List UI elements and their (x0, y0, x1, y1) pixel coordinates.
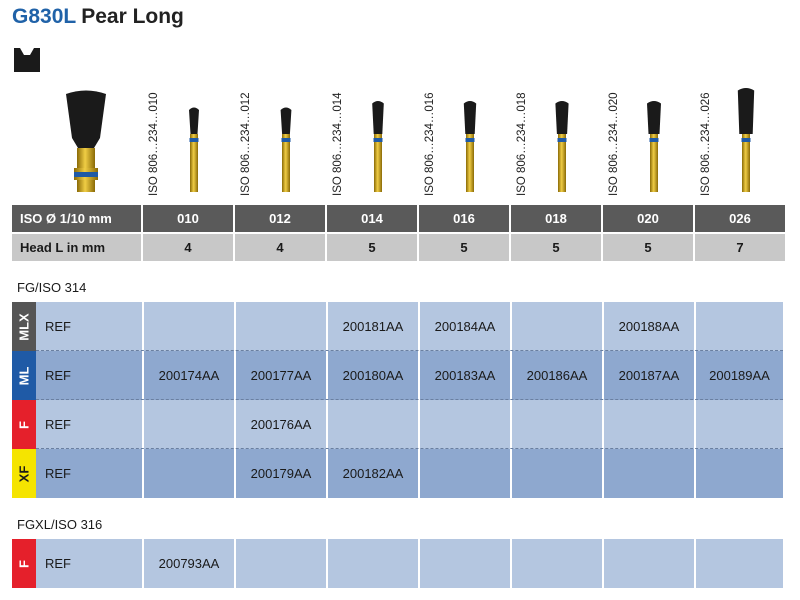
article-number-cell (694, 400, 783, 449)
article-number-cell (418, 400, 510, 449)
head-length-row: Head L in mm 4 4 5 5 5 5 7 (12, 233, 785, 261)
bur-diagram-icon (463, 101, 477, 192)
iso-value: 014 (325, 205, 418, 234)
article-number-cell: 200176AA (234, 400, 326, 449)
article-number-cell (510, 449, 602, 498)
head-value: 4 (233, 233, 326, 261)
ref-row: REF 200176AA (36, 400, 783, 449)
article-number-cell: 200183AA (418, 351, 510, 400)
iso-code-label: ISO 806…234…018 (516, 92, 528, 196)
article-number-cell: 200182AA (326, 449, 418, 498)
article-number-cell: 200188AA (602, 302, 694, 351)
article-number-cell (142, 302, 234, 351)
iso-value: 026 (693, 205, 785, 234)
article-number-cell (510, 302, 602, 351)
bur-diagram-icon (737, 88, 755, 192)
article-number-cell (602, 449, 694, 498)
row-divider (36, 399, 783, 400)
article-number-cell (418, 539, 510, 588)
head-value: 5 (325, 233, 418, 261)
article-number-cell: 200189AA (694, 351, 783, 400)
iso-code-label: ISO 806…234…012 (240, 92, 252, 196)
ref-label: REF (36, 539, 142, 588)
iso-code-label: ISO 806…234…010 (148, 92, 160, 196)
ref-label: REF (36, 400, 142, 449)
diamond-bur-icon (66, 90, 106, 192)
dimensions-table: ISO Ø 1/10 mm 010 012 014 016 018 020 02… (12, 205, 785, 261)
section-title: FG/ISO 314 (17, 280, 87, 295)
article-number-cell: 200181AA (326, 302, 418, 351)
iso-diameter-row: ISO Ø 1/10 mm 010 012 014 016 018 020 02… (12, 205, 785, 234)
grade-label: F (16, 420, 32, 429)
article-number-cell: 200186AA (510, 351, 602, 400)
grade-label: MLX (16, 312, 32, 341)
ref-label: REF (36, 449, 142, 498)
article-number-cell (694, 539, 783, 588)
bur-diagram-icon (280, 107, 292, 192)
ref-row: REF 200793AA (36, 539, 783, 588)
head-value: 7 (693, 233, 785, 261)
head-length-label: Head L in mm (12, 233, 142, 261)
grade-tab: MLX (12, 302, 36, 351)
article-number-cell (418, 449, 510, 498)
article-number-cell: 200180AA (326, 351, 418, 400)
article-number-cell (510, 400, 602, 449)
article-number-cell (142, 400, 234, 449)
bur-diagram-icon (647, 101, 661, 192)
head-value: 4 (141, 233, 234, 261)
article-number-cell (326, 539, 418, 588)
iso-value: 018 (509, 205, 602, 234)
iso-code-label: ISO 806…234…020 (608, 92, 620, 196)
iso-value: 020 (601, 205, 694, 234)
grade-tab: XF (12, 449, 36, 498)
article-number-cell (694, 302, 783, 351)
section-title: FGXL/ISO 316 (17, 517, 103, 532)
ref-row: REF 200179AA 200182AA (36, 449, 783, 498)
grade-tab: F (12, 539, 36, 588)
product-code: G830L (12, 5, 77, 28)
ref-row: REF 200174AA 200177AA 200180AA 200183AA 20018… (36, 351, 783, 400)
head-value: 5 (509, 233, 602, 261)
article-number-cell (234, 302, 326, 351)
iso-code-label: ISO 806…234…014 (332, 92, 344, 196)
article-number-cell: 200187AA (602, 351, 694, 400)
bur-diagram-icon (372, 101, 384, 192)
ref-label: REF (36, 351, 142, 400)
head-value: 5 (601, 233, 694, 261)
article-number-cell (694, 449, 783, 498)
article-number-cell (326, 400, 418, 449)
iso-diameter-label: ISO Ø 1/10 mm (12, 205, 142, 234)
article-number-cell: 200793AA (142, 539, 234, 588)
article-number-cell (602, 539, 694, 588)
article-number-cell: 200184AA (418, 302, 510, 351)
article-number-cell (142, 449, 234, 498)
iso-value: 012 (233, 205, 326, 234)
bur-diagram-icon (555, 101, 569, 192)
fg-shank-icon (14, 48, 40, 72)
iso-code-label: ISO 806…234…016 (424, 92, 436, 196)
row-divider (36, 448, 783, 449)
product-name: Pear Long (81, 5, 184, 28)
article-number-cell: 200177AA (234, 351, 326, 400)
product-title: G830L Pear Long (12, 5, 184, 29)
article-number-cell (510, 539, 602, 588)
article-number-cell (234, 539, 326, 588)
ref-row: REF 200181AA 200184AA 200188AA (36, 302, 783, 351)
article-number-cell: 200179AA (234, 449, 326, 498)
grade-tab: ML (12, 351, 36, 400)
grade-label: XF (16, 465, 32, 482)
iso-code-label: ISO 806…234…026 (700, 92, 712, 196)
article-number-cell: 200174AA (142, 351, 234, 400)
grade-label: ML (16, 366, 32, 385)
ref-label: REF (36, 302, 142, 351)
grade-label: F (16, 559, 32, 568)
iso-value: 010 (141, 205, 234, 234)
article-number-cell (602, 400, 694, 449)
iso-value: 016 (417, 205, 510, 234)
bur-diagram-icon (189, 107, 199, 192)
row-divider (36, 350, 783, 351)
head-value: 5 (417, 233, 510, 261)
grade-tab: F (12, 400, 36, 449)
